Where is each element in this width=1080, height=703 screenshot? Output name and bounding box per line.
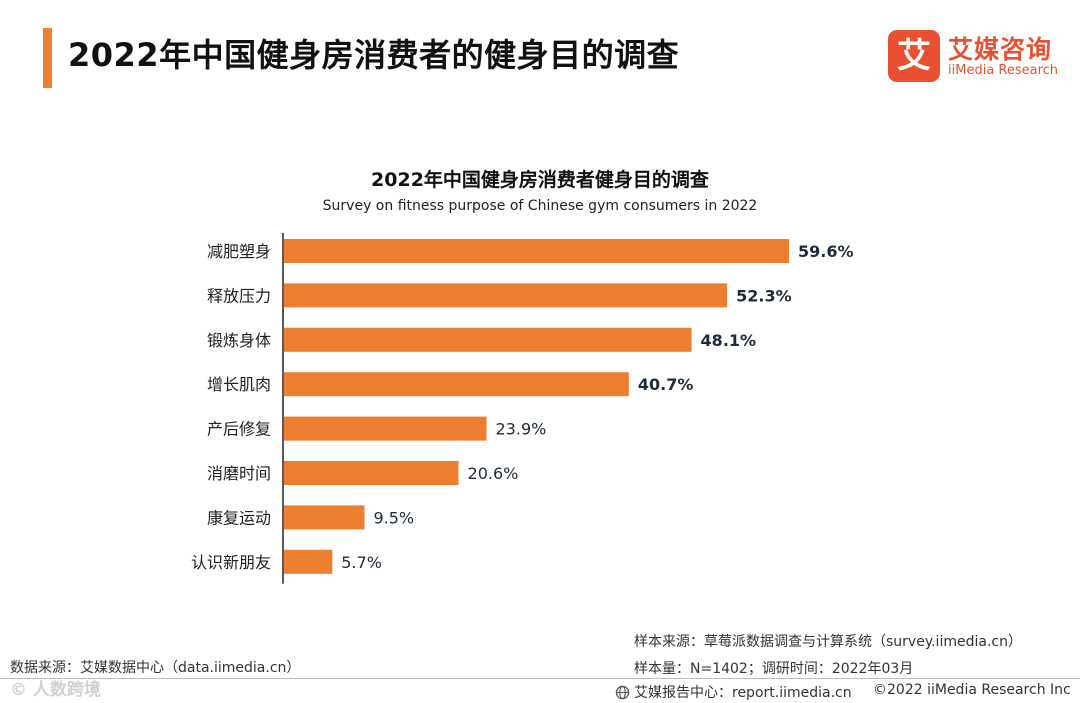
category-label: 增长肌肉 [207, 375, 271, 394]
value-label: 59.6% [798, 242, 854, 261]
bar [284, 327, 692, 352]
title-accent-bar [43, 28, 52, 88]
value-label: 23.9% [496, 420, 547, 439]
category-label: 康复运动 [207, 508, 271, 527]
footer-divider [0, 678, 1080, 679]
logo-mark-icon: 艾 [888, 30, 940, 82]
value-label: 52.3% [736, 286, 792, 305]
category-label: 释放压力 [207, 286, 271, 305]
sample-size: 样本量：N=1402；调研时间：2022年03月 [634, 661, 914, 677]
category-label: 消磨时间 [207, 464, 271, 483]
bar [284, 283, 728, 308]
footer-copyright: ©2022 iiMedia Research Inc [873, 682, 1071, 698]
bar [284, 549, 333, 574]
bar [284, 505, 365, 530]
sample-source: 样本来源：草莓派数据调查与计算系统（survey.iimedia.cn） [634, 634, 1022, 650]
bar [284, 239, 789, 263]
chart-subtitle: Survey on fitness purpose of Chinese gym… [322, 198, 758, 214]
bar [284, 416, 487, 441]
category-label: 减肥塑身 [207, 242, 271, 261]
bar [284, 372, 629, 397]
footer-report-text: 艾媒报告中心：report.iimedia.cn [634, 685, 852, 701]
chart-title: 2022年中国健身房消费者健身目的调查 [371, 169, 709, 191]
value-label: 9.5% [373, 508, 414, 527]
data-source: 数据来源：艾媒数据中心（data.iimedia.cn） [10, 660, 301, 676]
value-label: 48.1% [701, 331, 757, 350]
category-label: 认识新朋友 [191, 553, 271, 572]
value-label: 40.7% [638, 375, 694, 394]
value-label: 5.7% [341, 553, 382, 572]
footer-report: 艾媒报告中心：report.iimedia.cn [615, 682, 852, 702]
value-label: 20.6% [468, 464, 519, 483]
globe-icon [615, 685, 630, 699]
page-title: 2022年中国健身房消费者的健身目的调查 [68, 36, 680, 74]
logo-cn-text: 艾媒咨询 [948, 35, 1053, 64]
category-label: 锻炼身体 [207, 331, 271, 350]
category-label: 产后修复 [207, 420, 271, 439]
iimedia-logo: 艾 艾媒咨询 iiMedia Research [888, 30, 1068, 82]
logo-en-text: iiMedia Research [948, 63, 1059, 78]
bar [284, 461, 459, 485]
watermark-text: © 人数跨境 [10, 680, 101, 700]
